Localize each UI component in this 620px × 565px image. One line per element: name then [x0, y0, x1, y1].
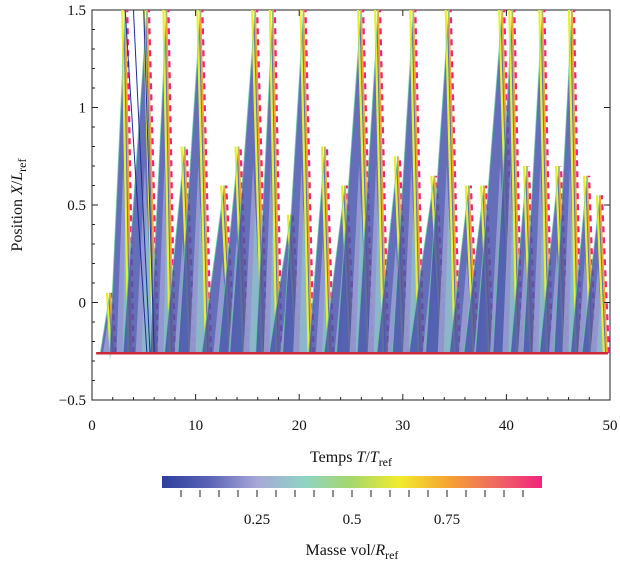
x-axis-title: Temps T/Tref — [310, 449, 392, 469]
density-field — [99, 10, 610, 360]
x-tick-label: 0 — [88, 418, 96, 434]
y-tick-label: 1.5 — [67, 3, 86, 19]
colorbar-tick-label: 0.25 — [244, 512, 270, 528]
y-tick-label: −0.5 — [59, 393, 86, 409]
x-tick-label: 10 — [188, 418, 203, 434]
trajectory-line — [143, 10, 155, 354]
density-burst — [356, 10, 390, 354]
density-burst — [553, 10, 583, 354]
x-tick-label: 50 — [603, 418, 618, 434]
trajectory-line — [132, 10, 151, 354]
colorbar — [162, 476, 542, 488]
density-burst — [391, 10, 425, 354]
density-burst — [282, 10, 315, 354]
colorbar-tick-label: 0.75 — [434, 512, 460, 528]
colorbar-title: Masse vol/Rref — [306, 542, 399, 562]
x-tick-label: 30 — [395, 418, 410, 434]
y-tick-label: 1 — [79, 101, 87, 117]
y-axis: −0.5 0 0.5 1 1.5 — [59, 3, 610, 409]
density-burst — [177, 10, 213, 354]
x-tick-label: 20 — [292, 418, 307, 434]
trajectory-line — [124, 10, 148, 354]
x-axis: 0 10 20 30 40 50 — [88, 10, 618, 434]
x-tick-label: 40 — [499, 418, 514, 434]
y-tick-label: 0.5 — [67, 198, 86, 214]
density-burst — [425, 10, 461, 354]
colorbar-tick-label: 0.5 — [343, 512, 362, 528]
density-burst — [581, 195, 610, 354]
y-axis-title: Position X/Lref — [9, 159, 29, 252]
colorbar-ticks: 0.25 0.5 0.75 — [180, 490, 524, 528]
y-tick-label: 0 — [79, 296, 87, 312]
